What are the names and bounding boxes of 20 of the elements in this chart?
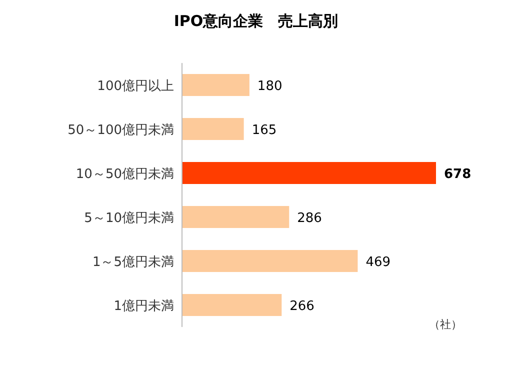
y-tick-label: 1～5億円未満	[92, 255, 174, 270]
annotation: （社）	[429, 318, 462, 331]
bar	[182, 250, 358, 272]
data-label: 266	[290, 299, 314, 314]
data-label: 286	[297, 211, 322, 226]
data-label: 165	[252, 123, 277, 138]
data-label: 469	[366, 255, 391, 270]
y-tick-label: 1億円未満	[114, 299, 174, 314]
y-tick-label: 5～10億円未満	[84, 211, 174, 226]
bar	[182, 206, 290, 228]
bar	[182, 118, 244, 140]
y-tick-label: 10～50億円未満	[76, 167, 174, 182]
y-tick-label: 100億円以上	[97, 79, 174, 94]
data-label: 180	[257, 79, 282, 94]
data-label: 678	[444, 167, 472, 182]
chart-title: IPO意向企業 売上高別	[174, 12, 338, 30]
bar	[182, 162, 436, 184]
y-tick-label: 50～100億円未満	[68, 123, 174, 138]
bar	[182, 74, 250, 96]
bar	[182, 294, 282, 316]
